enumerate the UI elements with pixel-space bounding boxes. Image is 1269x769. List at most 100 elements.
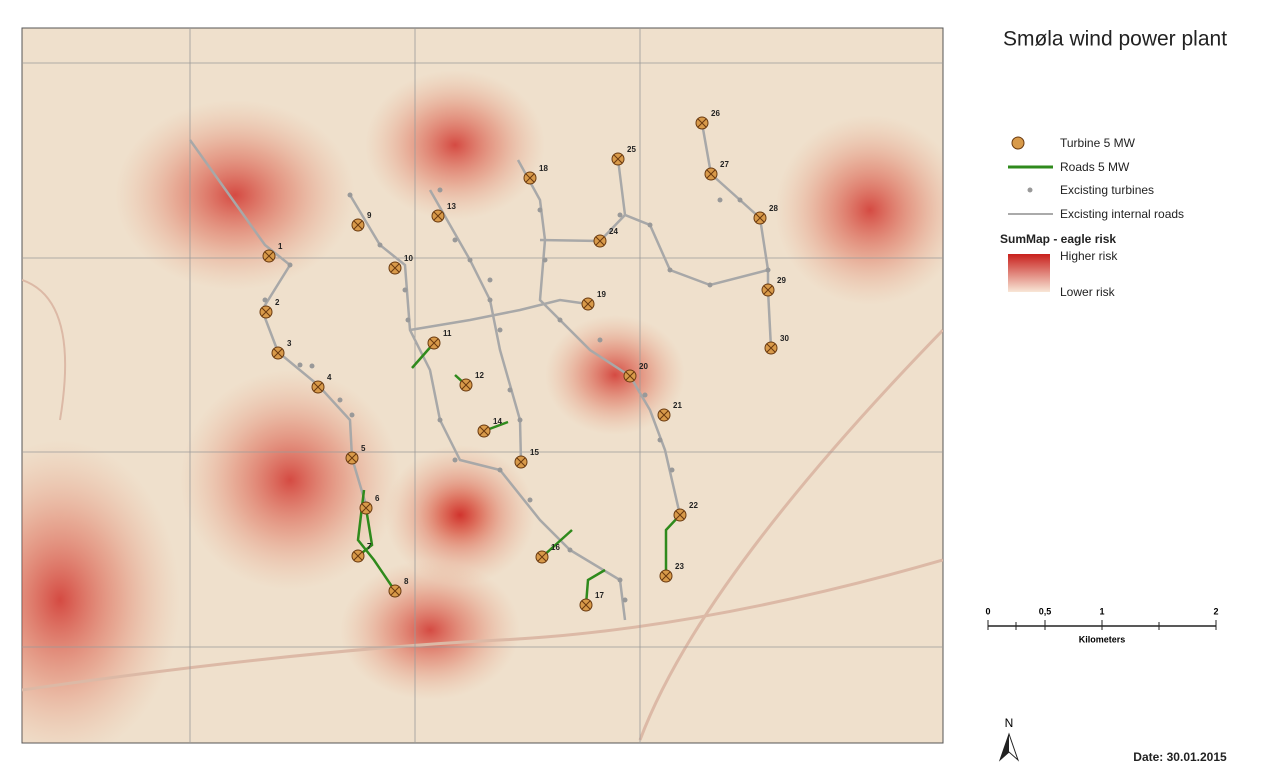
existing-turbine [622,597,628,603]
existing-turbine [617,577,623,583]
legend-label: Higher risk [1060,249,1118,263]
existing-turbine [452,457,458,463]
scale-tick: 0,5 [1039,606,1052,616]
existing-turbine [467,257,473,263]
existing-turbine [765,267,771,273]
existing-turbine [642,392,648,398]
turbine-cross [429,338,439,348]
existing-turbine [567,547,573,553]
turbine-label: 9 [367,211,372,220]
legend: Turbine 5 MW Roads 5 MW Excisting turbin… [1000,136,1184,299]
existing-turbine [669,467,675,473]
turbine-layer: 1234567891011121314151617181920212223242… [259,109,789,612]
turbine-label: 22 [689,501,698,510]
map-title: Smøla wind power plant [1003,28,1227,51]
existing-turbine [337,397,343,403]
turbine-cross [581,600,591,610]
turbine-label: 24 [609,227,618,236]
legend-label: Lower risk [1060,285,1116,299]
turbine-cross [353,551,363,561]
turbine-label: 20 [639,362,648,371]
turbine-label: 8 [404,577,409,586]
turbine-label: 28 [769,204,778,213]
scale-unit: Kilometers [1079,634,1126,644]
existing-turbine [487,297,493,303]
existing-turbine [287,262,293,268]
existing-turbine [405,317,411,323]
turbine-cross [595,236,605,246]
existing-turbine [537,207,543,213]
existing-turbine [452,237,458,243]
turbine-label: 12 [475,371,484,380]
existing-turbine [262,297,268,303]
turbine-cross [613,154,623,164]
existing-turbine [497,467,503,473]
turbine-label: 2 [275,298,280,307]
turbine-label: 17 [595,591,604,600]
turbine-cross [675,510,685,520]
turbine-cross [361,503,371,513]
existing-turbine [309,363,315,369]
existing-turbine [527,497,533,503]
existing-turbine [437,187,443,193]
turbine-label: 26 [711,109,720,118]
existing-turbine [707,282,713,288]
legend-label: Excisting internal roads [1060,207,1184,221]
turbine-cross [390,586,400,596]
turbine-label: 3 [287,339,292,348]
existing-turbine [597,337,603,343]
turbine-cross [706,169,716,179]
scale-tick: 0 [985,606,990,616]
existing-turbine [349,412,355,418]
turbine-cross [273,348,283,358]
legend-turbine-symbol [1011,136,1025,150]
turbine-label: 19 [597,290,606,299]
turbine-cross [353,220,363,230]
existing-turbine [507,387,513,393]
turbine-cross [537,552,547,562]
legend-label: Roads 5 MW [1060,160,1130,174]
turbine-cross [661,571,671,581]
turbine-label: 11 [443,329,452,338]
north-label: N [1005,716,1014,730]
existing-turbine [347,192,353,198]
turbine-label: 14 [493,417,502,426]
turbine-label: 7 [367,542,372,551]
scale-bar: 0 0,5 1 2 Kilometers [985,606,1218,644]
turbine-cross [264,251,274,261]
existing-turbine [617,212,623,218]
turbine-cross [766,343,776,353]
existing-turbine [717,197,723,203]
turbine-label: 29 [777,276,786,285]
turbine-cross [697,118,707,128]
turbine-cross [347,453,357,463]
legend-label: Excisting turbines [1060,183,1154,197]
existing-turbine [297,362,303,368]
turbine-cross [433,211,443,221]
legend-existing-turbine-symbol [1027,187,1033,193]
turbine-cross [479,426,489,436]
turbine-label: 23 [675,562,684,571]
turbine-label: 10 [404,254,413,263]
scale-tick: 2 [1213,606,1218,616]
turbine-cross [516,457,526,467]
turbine-label: 18 [539,164,548,173]
scale-tick: 1 [1099,606,1104,616]
existing-turbine [437,417,443,423]
turbine-cross [659,410,669,420]
existing-turbine [487,277,493,283]
turbine-cross [313,382,323,392]
existing-turbine [667,267,673,273]
turbine-label: 21 [673,401,682,410]
turbine-label: 5 [361,444,366,453]
existing-turbine [542,257,548,263]
risk-gradient [1008,254,1050,292]
turbine-label: 25 [627,145,636,154]
turbine-label: 30 [780,334,789,343]
turbine-cross [755,213,765,223]
heat-layer [22,70,943,743]
turbine-cross [763,285,773,295]
north-arrow: N [998,716,1020,762]
turbine-label: 4 [327,373,332,382]
existing-turbine [737,197,743,203]
